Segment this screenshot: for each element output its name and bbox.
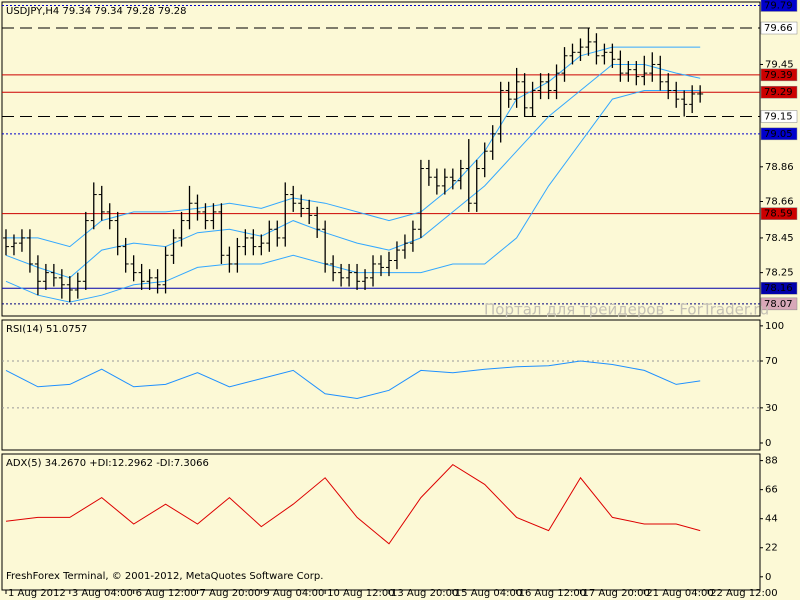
level-label: 79.66 [764,23,793,34]
level-label: 78.16 [764,283,793,294]
x-tick-label: 1 Aug 2012 [8,588,66,599]
level-label-box [760,68,798,82]
x-tick-label: 15 Aug 04:00 [455,588,522,599]
level-label-box [760,297,798,311]
band-line [6,46,701,248]
y-tick-label: 70 [765,356,778,367]
level-label: 79.15 [764,111,793,122]
y-tick-label: 78.86 [765,162,794,173]
band-line [5,90,701,303]
y-tick-label: 0 [765,572,771,583]
indicator-line [5,360,701,400]
y-tick-label: 79.45 [765,59,794,70]
y-tick-label: 88 [765,456,778,467]
x-tick-label: 13 Aug 20:00 [391,588,458,599]
indicator-line [5,463,701,545]
panel [1,1,761,317]
x-tick-label: 17 Aug 20:00 [582,588,649,599]
panel-title: ADX(5) 34.2670 +DI:12.2962 -DI:7.3066 [6,458,209,469]
y-tick-label: 66 [765,485,778,496]
watermark: Портал для трейдеров - ForTrader.ru [484,301,769,319]
y-tick-label: 78.66 [765,197,794,208]
level-label: 79.05 [764,129,793,140]
level-label-box [760,207,798,220]
x-tick-label: 10 Aug 12:00 [327,588,394,599]
y-tick-label: 78.45 [765,233,794,244]
level-label-box [760,281,798,295]
x-tick-label: 7 Aug 20:00 [199,588,260,599]
x-tick-label: 3 Aug 04:00 [72,588,133,599]
footer-note: FreshForex Terminal, © 2001-2012, MetaQu… [6,571,323,582]
level-label: 79.79 [764,0,793,11]
level-label-box [760,21,798,35]
panel [1,453,761,591]
band-line [5,64,701,279]
x-tick-label: 6 Aug 12:00 [136,588,197,599]
x-tick-label: 21 Aug 04:00 [646,588,713,599]
level-label: 78.07 [764,299,793,310]
y-tick-label: 30 [765,403,778,414]
level-label-box [760,127,798,141]
panel [1,319,761,451]
level-label-box [760,85,798,99]
panel-title: RSI(14) 51.0757 [6,324,87,335]
level-label: 79.39 [764,70,793,81]
level-label: 79.29 [764,87,793,98]
x-tick-label: 16 Aug 12:00 [519,588,586,599]
y-tick-label: 100 [765,321,784,332]
level-label-box [760,110,798,123]
y-tick-label: 78.25 [765,268,794,279]
y-tick-label: 0 [765,438,771,449]
x-tick-label: 9 Aug 04:00 [263,588,324,599]
level-label-box [760,0,798,12]
x-tick-label: 22 Aug 12:00 [710,588,777,599]
y-tick-label: 22 [765,543,778,554]
level-label: 78.59 [764,209,793,220]
panel-title: USDJPY,H4 79.34 79.34 79.28 79.28 [6,6,187,17]
y-tick-label: 44 [765,514,778,525]
